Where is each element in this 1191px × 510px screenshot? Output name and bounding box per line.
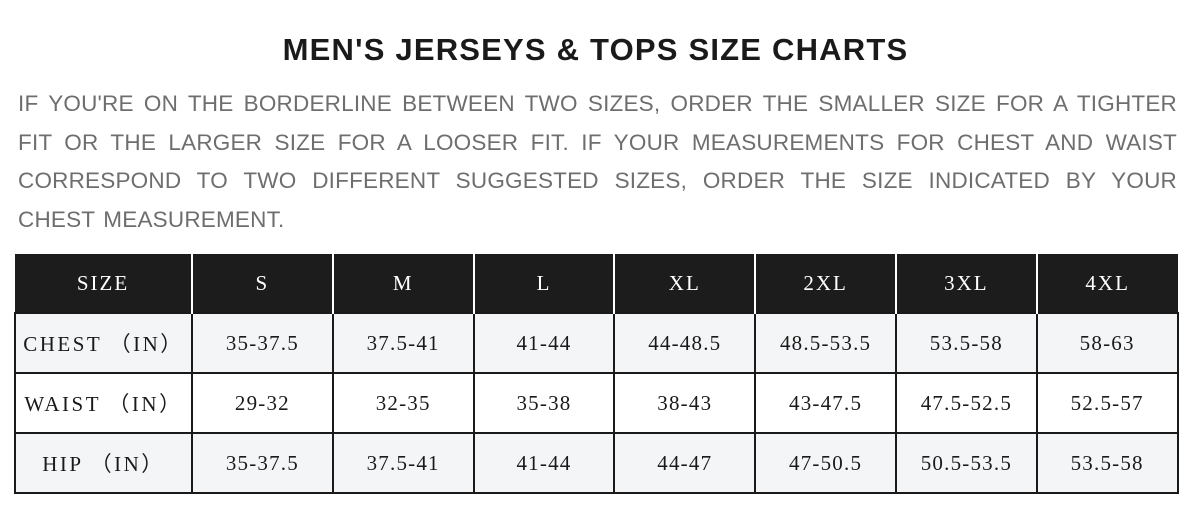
column-header-size: SIZE <box>15 254 193 313</box>
page-title: MEN'S JERSEYS & TOPS SIZE CHARTS <box>282 32 909 67</box>
size-chart-table: SIZE S M L XL 2XL 3XL 4XL CHEST （IN） 35-… <box>14 254 1179 494</box>
cell-hip-s: 35-37.5 <box>191 432 334 494</box>
row-label-chest: CHEST （IN） <box>14 312 193 374</box>
cell-hip-m: 37.5-41 <box>331 432 475 494</box>
cell-chest-m: 37.5-41 <box>331 312 475 374</box>
column-header-2xl: 2XL <box>755 254 897 313</box>
table-header: SIZE S M L XL 2XL 3XL 4XL <box>15 254 1178 313</box>
cell-hip-xl: 44-47 <box>613 432 757 494</box>
cell-chest-l: 41-44 <box>472 312 616 374</box>
cell-chest-2xl: 48.5-53.5 <box>754 312 897 374</box>
size-guidance-text: IF YOU'RE ON THE BORDERLINE BETWEEN TWO … <box>18 91 1177 232</box>
cell-waist-4xl: 52.5-57 <box>1035 372 1179 434</box>
table-row: CHEST （IN） 35-37.5 37.5-41 41-44 44-48.5… <box>14 312 1179 374</box>
cell-waist-xl: 38-43 <box>613 372 757 434</box>
column-header-l: L <box>473 254 616 313</box>
cell-hip-4xl: 53.5-58 <box>1035 432 1179 494</box>
column-header-m: M <box>332 254 475 313</box>
table-header-row: SIZE S M L XL 2XL 3XL 4XL <box>15 254 1178 313</box>
row-label-hip: HIP （IN） <box>14 432 193 494</box>
table-body: CHEST （IN） 35-37.5 37.5-41 41-44 44-48.5… <box>14 312 1179 494</box>
cell-chest-4xl: 58-63 <box>1035 312 1179 374</box>
cell-chest-xl: 44-48.5 <box>613 312 757 374</box>
cell-waist-s: 29-32 <box>191 372 334 434</box>
column-header-s: S <box>192 254 334 313</box>
cell-waist-3xl: 47.5-52.5 <box>894 372 1038 434</box>
row-label-waist: WAIST （IN） <box>14 372 193 434</box>
cell-waist-l: 35-38 <box>472 372 616 434</box>
column-header-3xl: 3XL <box>895 254 1038 313</box>
cell-hip-2xl: 47-50.5 <box>754 432 897 494</box>
cell-hip-l: 41-44 <box>472 432 616 494</box>
column-header-xl: XL <box>614 254 757 313</box>
table-row: WAIST （IN） 29-32 32-35 35-38 38-43 43-47… <box>14 372 1179 434</box>
table-row: HIP （IN） 35-37.5 37.5-41 41-44 44-47 47-… <box>14 432 1179 494</box>
cell-chest-3xl: 53.5-58 <box>894 312 1038 374</box>
size-chart-table-wrapper: SIZE S M L XL 2XL 3XL 4XL CHEST （IN） 35-… <box>14 254 1179 494</box>
cell-chest-s: 35-37.5 <box>191 312 334 374</box>
cell-waist-m: 32-35 <box>331 372 475 434</box>
cell-hip-3xl: 50.5-53.5 <box>894 432 1038 494</box>
column-header-4xl: 4XL <box>1036 254 1178 313</box>
cell-waist-2xl: 43-47.5 <box>754 372 897 434</box>
